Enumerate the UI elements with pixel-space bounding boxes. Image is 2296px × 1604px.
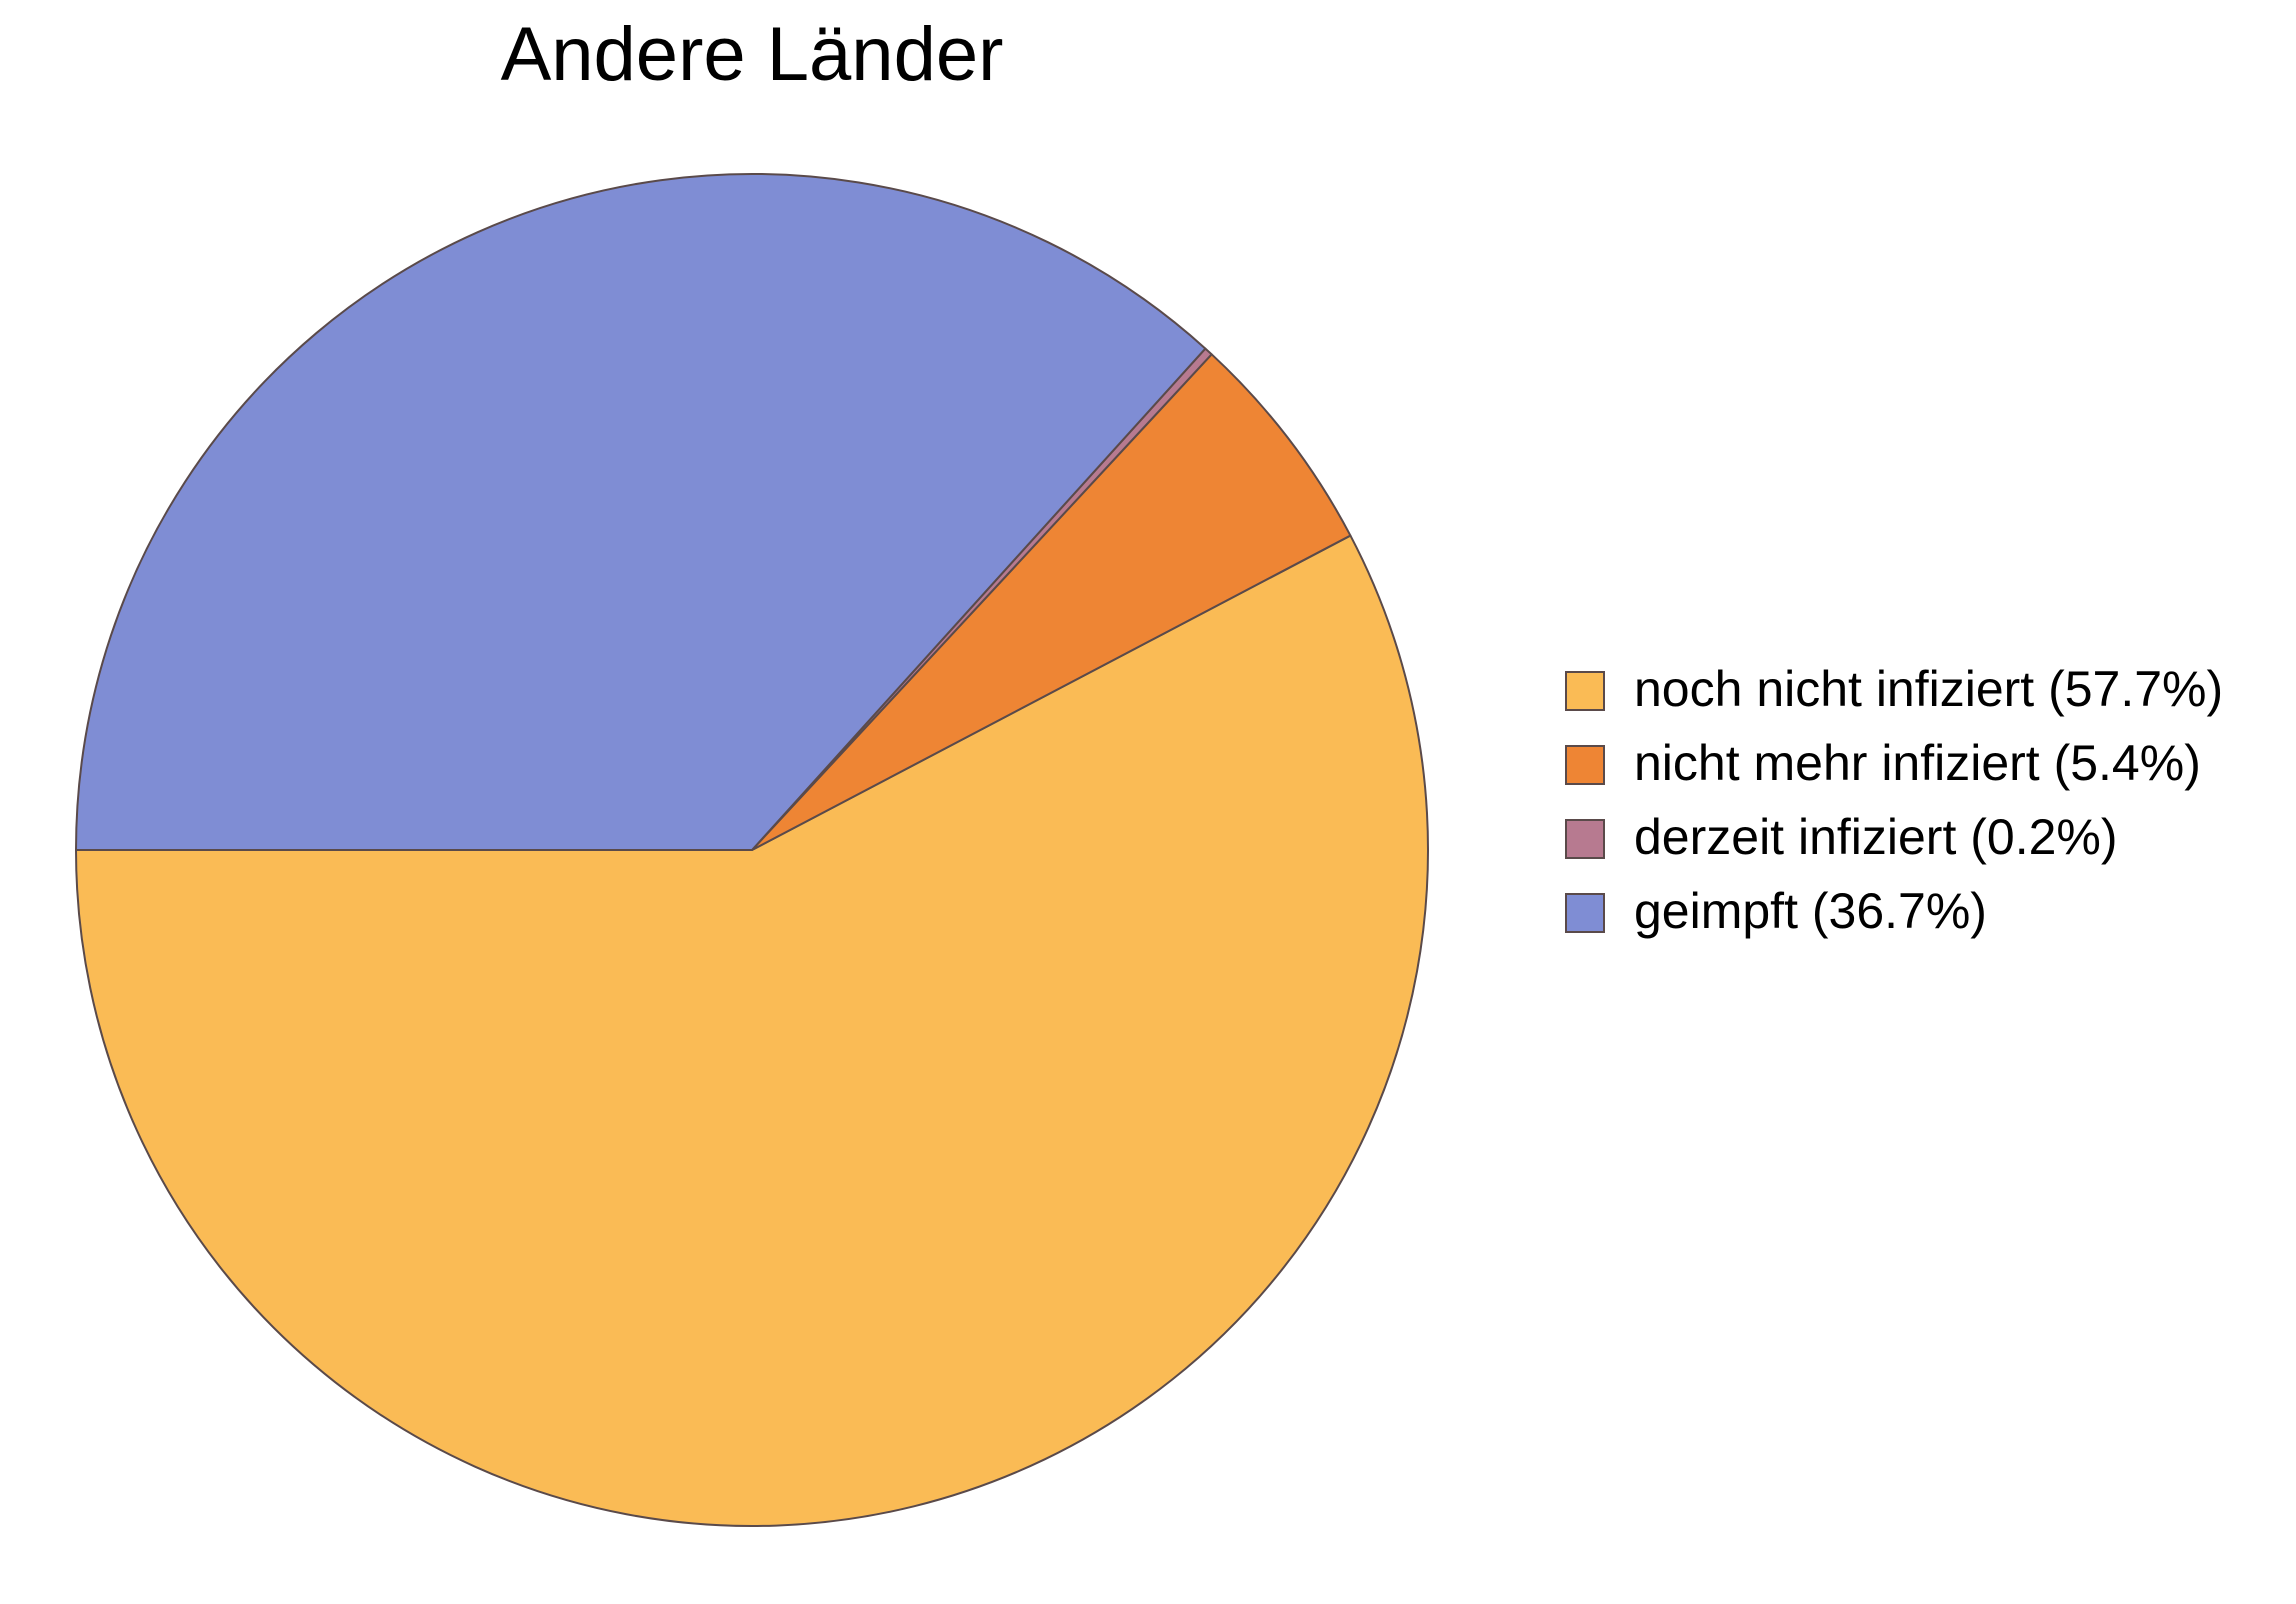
pie-slice-3: [75, 173, 1207, 851]
legend-label-0: noch nicht infiziert (57.7%): [1634, 661, 2223, 717]
pie-slice-0: [75, 534, 1429, 1527]
legend-label-3: geimpft (36.7%): [1634, 883, 1987, 939]
pie-slice-1: [751, 353, 1352, 851]
legend-label-2: derzeit infiziert (0.2%): [1634, 809, 2118, 865]
legend-label-1: nicht mehr infiziert (5.4%): [1634, 735, 2201, 791]
chart-title: Andere Länder: [501, 12, 1004, 97]
legend-swatch-0: [1565, 671, 1605, 711]
legend: noch nicht infiziert (57.7%) nicht mehr i…: [1565, 661, 2223, 939]
legend-swatch-1: [1565, 745, 1605, 785]
legend-swatch-3: [1565, 893, 1605, 933]
legend-swatch-2: [1565, 819, 1605, 859]
pie-slices: [75, 173, 1429, 1527]
